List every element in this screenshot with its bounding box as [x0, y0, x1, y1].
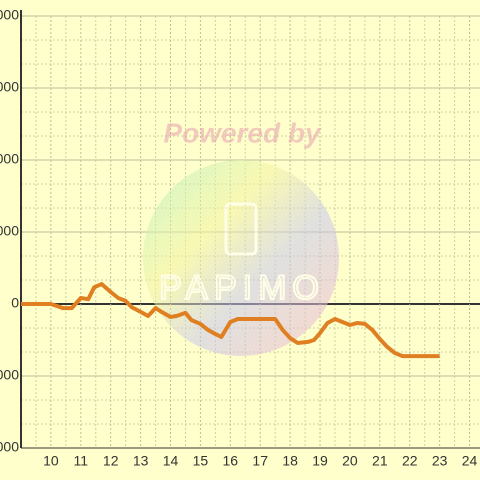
x-tick-label: 24: [462, 453, 478, 469]
y-tick-label: 0: [11, 295, 19, 311]
x-tick-label: 14: [163, 453, 179, 469]
watermark-brand: PAPIMO: [159, 269, 325, 307]
y-tick-label: 9,000: [0, 79, 19, 95]
series-line: [21, 282, 440, 359]
x-tick-label: 23: [432, 453, 448, 469]
watermark-circle: [143, 160, 339, 356]
x-tick-label: 21: [372, 453, 388, 469]
y-tick-label: 6,000: [0, 151, 19, 167]
watermark-icon: [224, 202, 258, 256]
x-tick-label: 20: [342, 453, 358, 469]
x-tick-label: 17: [252, 453, 268, 469]
y-tick-label: 3,000: [0, 223, 19, 239]
watermark: Powered by PAPIMO: [143, 117, 339, 356]
x-tick-label: 18: [282, 453, 298, 469]
x-tick-label: 16: [223, 453, 239, 469]
y-tick-label: 12,000: [0, 7, 19, 23]
y-tick-label: -3,000: [0, 367, 19, 383]
plot: -6,000 -3,000 0 3,000 6,000 9,000 12,000 10 11 12…: [0, 7, 480, 469]
x-tick-label: 11: [74, 453, 89, 469]
x-tick-label: 22: [402, 453, 418, 469]
y-tick-label: -6,000: [0, 439, 19, 455]
x-tick-label: 15: [193, 453, 209, 469]
watermark-title: Powered by: [163, 117, 322, 148]
grid: [21, 15, 480, 449]
x-tick-label: 10: [43, 453, 59, 469]
x-tick-label: 19: [312, 453, 328, 469]
x-tick-label: 13: [133, 453, 149, 469]
x-tick-label: 12: [103, 453, 119, 469]
